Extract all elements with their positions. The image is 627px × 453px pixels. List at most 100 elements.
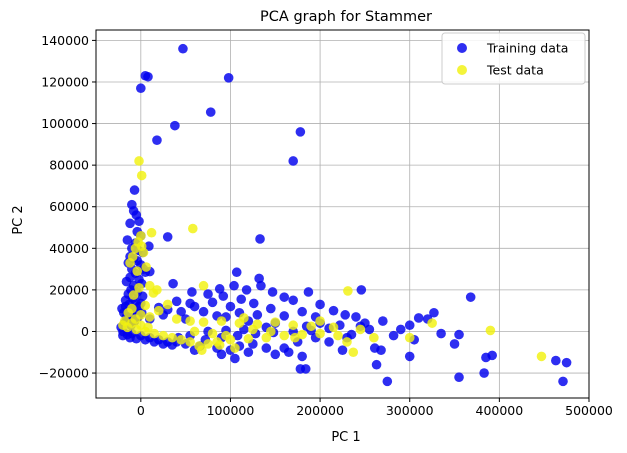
training-point	[558, 376, 568, 387]
test-point	[290, 332, 300, 343]
training-point	[265, 303, 276, 314]
test-point	[427, 318, 437, 328]
test-point	[221, 330, 231, 341]
test-point	[198, 280, 209, 291]
series-test	[118, 156, 547, 362]
test-point	[148, 288, 159, 298]
training-point	[404, 351, 415, 362]
training-point	[248, 298, 259, 309]
training-point	[125, 218, 135, 229]
training-point	[429, 307, 439, 318]
training-point	[122, 235, 133, 245]
training-point	[149, 337, 160, 347]
training-point	[479, 368, 489, 378]
training-point	[216, 349, 227, 360]
training-point	[162, 232, 173, 242]
test-point	[130, 243, 141, 254]
training-point	[143, 71, 153, 82]
test-point	[243, 333, 254, 344]
training-point	[371, 359, 382, 370]
test-point	[485, 325, 496, 336]
training-point	[283, 347, 294, 358]
test-point	[203, 339, 213, 349]
test-point	[167, 332, 177, 343]
legend-marker-test	[457, 65, 467, 75]
training-point	[382, 376, 393, 387]
test-point	[297, 329, 307, 340]
test-point	[143, 322, 153, 333]
test-point	[134, 156, 144, 166]
training-point	[561, 357, 572, 368]
training-point	[324, 337, 334, 347]
training-point	[303, 287, 314, 297]
y-tick-label: 60000	[49, 199, 89, 214]
training-point	[170, 120, 180, 131]
training-point	[340, 310, 350, 320]
grid-lines	[96, 30, 590, 398]
test-point	[342, 337, 352, 347]
legend-box	[441, 32, 586, 85]
test-point	[328, 322, 339, 333]
test-point	[239, 313, 249, 323]
x-tick-label: 400000	[476, 403, 524, 418]
training-point	[315, 299, 325, 310]
test-point	[315, 316, 325, 326]
training-point	[487, 350, 497, 361]
test-point	[230, 343, 240, 353]
x-tick-label: 100000	[207, 403, 255, 418]
test-point	[198, 317, 209, 327]
test-point	[214, 340, 225, 350]
y-tick-label: 140000	[41, 33, 89, 48]
x-tick-label: 500000	[565, 403, 613, 418]
test-point	[128, 290, 139, 300]
training-point	[144, 241, 154, 252]
training-point	[236, 294, 247, 305]
training-point	[205, 107, 216, 117]
y-tick-label: 80000	[49, 158, 89, 173]
test-point	[171, 314, 182, 324]
training-point	[129, 185, 140, 195]
test-point	[123, 307, 134, 318]
test-point	[207, 328, 218, 339]
training-point	[256, 280, 266, 291]
legend-label-training: Training data	[486, 41, 568, 56]
training-point	[171, 296, 182, 307]
training-point	[295, 127, 306, 137]
x-tick-label: 200000	[296, 403, 344, 418]
training-point	[229, 280, 239, 291]
test-point	[153, 305, 164, 316]
x-tick-label: 0	[137, 403, 145, 418]
training-point	[198, 306, 209, 317]
training-point	[436, 328, 446, 339]
test-point	[196, 345, 207, 355]
y-tick-label: 20000	[49, 282, 89, 297]
training-point	[270, 349, 281, 360]
training-point	[252, 310, 263, 320]
training-point	[241, 285, 252, 295]
test-point	[136, 170, 147, 181]
training-point	[243, 347, 254, 358]
training-point	[178, 43, 188, 54]
training-point	[176, 306, 186, 317]
training-point	[232, 330, 243, 341]
training-point	[364, 324, 375, 335]
test-point	[125, 258, 135, 268]
training-point	[297, 351, 307, 362]
test-point	[144, 312, 155, 322]
training-point	[288, 295, 299, 306]
x-axis-title: PC 1	[331, 430, 360, 445]
training-point	[207, 297, 218, 308]
training-point	[223, 73, 234, 83]
training-point	[454, 372, 464, 383]
test-point	[141, 262, 151, 272]
test-point	[315, 328, 325, 339]
test-point	[127, 318, 137, 328]
training-point	[454, 329, 464, 340]
training-point	[134, 216, 144, 227]
training-point	[300, 364, 311, 374]
test-point	[132, 266, 143, 276]
y-tick-label: 0	[81, 324, 89, 339]
test-point	[288, 320, 299, 331]
test-point	[270, 317, 281, 327]
